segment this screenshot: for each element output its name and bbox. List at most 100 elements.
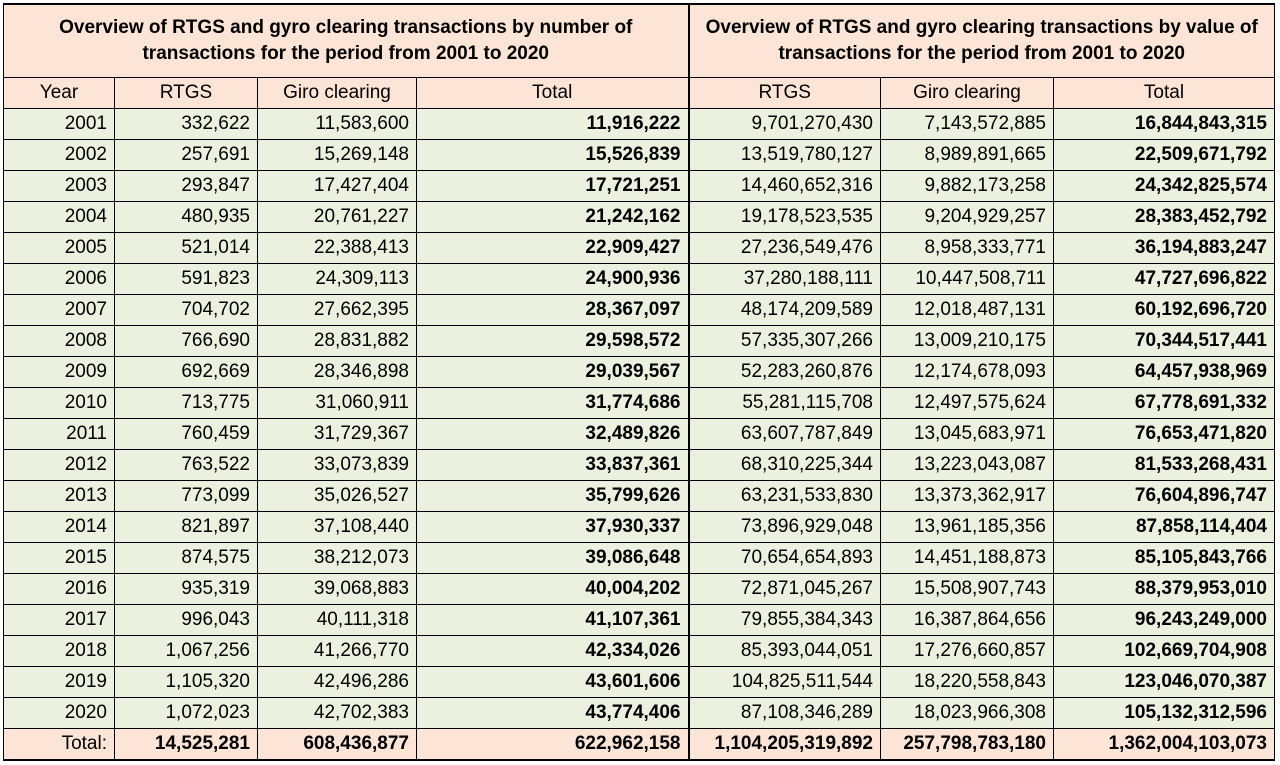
cell-rtgs-number: 996,043: [114, 604, 258, 636]
column-header-rtgs-number: RTGS: [114, 77, 258, 109]
cell-total-number: 43,601,606: [416, 666, 690, 698]
cell-rtgs-number: 874,575: [114, 542, 258, 574]
cell-giro-value: 13,045,683,971: [880, 418, 1054, 450]
cell-rtgs-number: 1,067,256: [114, 635, 258, 667]
cell-year: 2020: [3, 697, 115, 729]
cell-total-value: 70,344,517,441: [1053, 325, 1275, 357]
cell-rtgs-value: 87,108,346,289: [688, 697, 881, 729]
table-row: 2019 1,105,320 42,496,286 43,601,606 104,825…: [3, 666, 1275, 698]
cell-giro-number: 24,309,113: [257, 263, 417, 295]
cell-giro-value: 13,009,210,175: [880, 325, 1054, 357]
cell-rtgs-value: 13,519,780,127: [688, 139, 881, 171]
cell-rtgs-value: 73,896,929,048: [688, 511, 881, 543]
table-row: 2014 821,897 37,108,440 37,930,337 73,896,92…: [3, 511, 1275, 543]
cell-total-value: 105,132,312,596: [1053, 697, 1275, 729]
cell-giro-value: 13,223,043,087: [880, 449, 1054, 481]
cell-giro-number: 31,060,911: [257, 387, 417, 419]
table-row: 2011 760,459 31,729,367 32,489,826 63,607,78…: [3, 418, 1275, 450]
table-row: 2020 1,072,023 42,702,383 43,774,406 87,108,…: [3, 697, 1275, 729]
column-header-total-number: Total: [416, 77, 690, 109]
cell-giro-number: 31,729,367: [257, 418, 417, 450]
cell-rtgs-value: 14,460,652,316: [688, 170, 881, 202]
table-row: 2012 763,522 33,073,839 33,837,361 68,310,22…: [3, 449, 1275, 481]
cell-total-value: 22,509,671,792: [1053, 139, 1275, 171]
table-row: 2001 332,622 11,583,600 11,916,222 9,701,270…: [3, 108, 1275, 140]
totals-giro-number: 608,436,877: [257, 728, 417, 761]
cell-year: 2013: [3, 480, 115, 512]
table-row: 2018 1,067,256 41,266,770 42,334,026 85,393,…: [3, 635, 1275, 667]
cell-total-number: 42,334,026: [416, 635, 690, 667]
cell-giro-number: 27,662,395: [257, 294, 417, 326]
cell-total-number: 32,489,826: [416, 418, 690, 450]
totals-giro-value: 257,798,783,180: [880, 728, 1054, 761]
cell-rtgs-number: 766,690: [114, 325, 258, 357]
cell-total-number: 17,721,251: [416, 170, 690, 202]
cell-giro-value: 9,204,929,257: [880, 201, 1054, 233]
cell-total-value: 24,342,825,574: [1053, 170, 1275, 202]
cell-year: 2014: [3, 511, 115, 543]
totals-rtgs-value: 1,104,205,319,892: [688, 728, 881, 761]
cell-giro-number: 28,831,882: [257, 325, 417, 357]
cell-rtgs-value: 19,178,523,535: [688, 201, 881, 233]
cell-giro-number: 42,496,286: [257, 666, 417, 698]
cell-total-number: 40,004,202: [416, 573, 690, 605]
table-row: 2009 692,669 28,346,898 29,039,567 52,283,26…: [3, 356, 1275, 388]
totals-row: Total: 14,525,281 608,436,877 622,962,15…: [3, 728, 1275, 761]
cell-year: 2009: [3, 356, 115, 388]
totals-total-number: 622,962,158: [416, 728, 690, 761]
cell-total-number: 24,900,936: [416, 263, 690, 295]
cell-giro-value: 13,373,362,917: [880, 480, 1054, 512]
table-row: 2007 704,702 27,662,395 28,367,097 48,174,20…: [3, 294, 1275, 326]
cell-giro-value: 18,220,558,843: [880, 666, 1054, 698]
cell-total-number: 28,367,097: [416, 294, 690, 326]
cell-total-number: 29,039,567: [416, 356, 690, 388]
cell-total-value: 16,844,843,315: [1053, 108, 1275, 140]
cell-total-value: 76,653,471,820: [1053, 418, 1275, 450]
cell-rtgs-number: 713,775: [114, 387, 258, 419]
cell-year: 2012: [3, 449, 115, 481]
cell-total-value: 28,383,452,792: [1053, 201, 1275, 233]
cell-giro-value: 12,497,575,624: [880, 387, 1054, 419]
cell-year: 2010: [3, 387, 115, 419]
column-header-giro-number: Giro clearing: [257, 77, 417, 109]
cell-giro-value: 13,961,185,356: [880, 511, 1054, 543]
totals-label: Total:: [3, 728, 115, 761]
table-row: 2016 935,319 39,068,883 40,004,202 72,871,04…: [3, 573, 1275, 605]
cell-year: 2017: [3, 604, 115, 636]
cell-giro-number: 28,346,898: [257, 356, 417, 388]
title-by-number: Overview of RTGS and gyro clearing trans…: [3, 3, 690, 78]
cell-rtgs-value: 57,335,307,266: [688, 325, 881, 357]
cell-rtgs-value: 85,393,044,051: [688, 635, 881, 667]
cell-giro-number: 42,702,383: [257, 697, 417, 729]
cell-rtgs-number: 821,897: [114, 511, 258, 543]
cell-giro-value: 7,143,572,885: [880, 108, 1054, 140]
cell-giro-value: 14,451,188,873: [880, 542, 1054, 574]
cell-total-value: 102,669,704,908: [1053, 635, 1275, 667]
cell-total-value: 36,194,883,247: [1053, 232, 1275, 264]
cell-total-value: 47,727,696,822: [1053, 263, 1275, 295]
column-header-giro-value: Giro clearing: [880, 77, 1054, 109]
transactions-table: Overview of RTGS and gyro clearing trans…: [3, 3, 1275, 761]
cell-rtgs-number: 763,522: [114, 449, 258, 481]
cell-giro-value: 9,882,173,258: [880, 170, 1054, 202]
cell-giro-value: 8,958,333,771: [880, 232, 1054, 264]
totals-rtgs-number: 14,525,281: [114, 728, 258, 761]
cell-year: 2007: [3, 294, 115, 326]
cell-rtgs-number: 1,072,023: [114, 697, 258, 729]
cell-rtgs-value: 68,310,225,344: [688, 449, 881, 481]
cell-total-value: 81,533,268,431: [1053, 449, 1275, 481]
cell-giro-number: 39,068,883: [257, 573, 417, 605]
cell-giro-number: 22,388,413: [257, 232, 417, 264]
cell-year: 2001: [3, 108, 115, 140]
cell-rtgs-value: 9,701,270,430: [688, 108, 881, 140]
cell-giro-value: 10,447,508,711: [880, 263, 1054, 295]
cell-total-value: 88,379,953,010: [1053, 573, 1275, 605]
cell-total-number: 11,916,222: [416, 108, 690, 140]
cell-giro-value: 15,508,907,743: [880, 573, 1054, 605]
cell-giro-value: 17,276,660,857: [880, 635, 1054, 667]
cell-year: 2019: [3, 666, 115, 698]
cell-total-number: 41,107,361: [416, 604, 690, 636]
column-header-year: Year: [3, 77, 115, 109]
cell-giro-number: 38,212,073: [257, 542, 417, 574]
table-row: 2003 293,847 17,427,404 17,721,251 14,460,65…: [3, 170, 1275, 202]
